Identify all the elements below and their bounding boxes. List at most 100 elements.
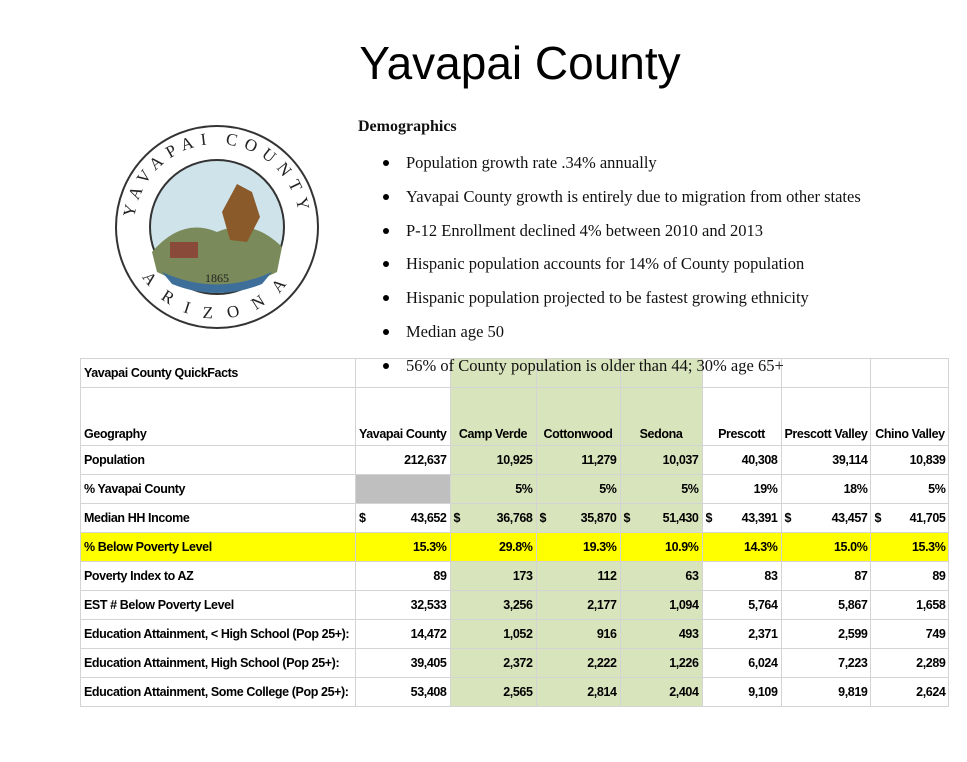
blank-cell — [535, 358, 621, 388]
row-label: Median HH Income — [80, 503, 356, 533]
cell-value: 916 — [596, 627, 617, 641]
empty-cell — [355, 474, 451, 504]
demographics: Demographics Population growth rate .34%… — [358, 118, 861, 391]
cell-value: 1,052 — [503, 627, 533, 641]
data-cell: $43,457 — [780, 503, 872, 533]
data-cell: $43,391 — [701, 503, 782, 533]
data-cell: 19% — [701, 474, 782, 504]
cell-value: 10.9% — [665, 540, 699, 554]
row-label: EST # Below Poverty Level — [80, 590, 356, 620]
cell-value: 51,430 — [662, 511, 699, 525]
cell-value: 10,839 — [909, 453, 946, 467]
currency-symbol: $ — [705, 511, 713, 525]
data-cell: 5,764 — [701, 590, 782, 620]
data-cell: 89 — [355, 561, 451, 591]
cell-value: 89 — [932, 569, 946, 583]
data-cell: 14,472 — [355, 619, 451, 649]
data-cell: 83 — [701, 561, 782, 591]
column-header: Yavapai County — [355, 387, 451, 446]
data-row: Median HH Income $43,652 $36,768 $35,870 $51… — [80, 503, 950, 533]
quickfacts-table: Yavapai County QuickFacts Geography Yavapa… — [80, 358, 950, 707]
cell-value: 2,372 — [503, 656, 533, 670]
cell-value: 19% — [753, 482, 778, 496]
cell-value: 14,472 — [410, 627, 447, 641]
row-label: Education Attainment, Some College (Pop … — [80, 677, 356, 707]
bullet: Yavapai County growth is entirely due to… — [358, 187, 861, 222]
bullet: Hispanic population accounts for 14% of … — [358, 255, 861, 289]
data-cell: 10,925 — [449, 445, 537, 475]
cell-value: 3,256 — [503, 598, 533, 612]
data-cell: 1,094 — [619, 590, 703, 620]
cell-value: 1,094 — [669, 598, 699, 612]
row-label: % Below Poverty Level — [80, 532, 356, 562]
data-row: Education Attainment, Some College (Pop … — [80, 677, 950, 707]
data-cell: 3,256 — [449, 590, 537, 620]
cell-value: 89 — [433, 569, 447, 583]
currency-symbol: $ — [453, 511, 461, 525]
column-header: Camp Verde — [449, 387, 537, 446]
data-cell: 5% — [870, 474, 950, 504]
data-row: % Below Poverty Level 15.3% 29.8% 19.3% 10.9… — [80, 532, 950, 562]
cell-value: 5% — [928, 482, 946, 496]
data-cell: 53,408 — [355, 677, 451, 707]
cell-value: 43,457 — [831, 511, 868, 525]
cell-value: 11,279 — [581, 453, 617, 467]
county-seal: YAVAPAI COUNTY ARIZONA 1865 — [115, 125, 319, 329]
data-cell: 14.3% — [701, 532, 782, 562]
cell-value: 43,391 — [741, 511, 778, 525]
blank-cell — [870, 358, 950, 388]
row-label: Education Attainment, High School (Pop 2… — [80, 648, 356, 678]
column-header: Sedona — [619, 387, 703, 446]
column-header: Prescott Valley — [780, 387, 872, 446]
data-cell: 39,114 — [780, 445, 872, 475]
data-row: % Yavapai County 5% 5% 5% 19% 18% 5% — [80, 474, 950, 504]
data-cell: 2,814 — [535, 677, 621, 707]
cell-value: 19.3% — [583, 540, 617, 554]
data-cell: 1,226 — [619, 648, 703, 678]
cell-value: 5% — [599, 482, 617, 496]
data-cell: 32,533 — [355, 590, 451, 620]
cell-value: 5% — [681, 482, 699, 496]
seal-year: 1865 — [205, 271, 229, 285]
data-cell: 29.8% — [449, 532, 537, 562]
cell-value: 10,037 — [662, 453, 699, 467]
data-cell: 2,599 — [780, 619, 872, 649]
data-row: Population 212,637 10,925 11,279 10,037 40,30… — [80, 445, 950, 475]
data-cell: $36,768 — [449, 503, 537, 533]
cell-value: 87 — [854, 569, 868, 583]
seal-ring — [115, 125, 319, 329]
cell-value: 9,819 — [838, 685, 868, 699]
cell-value: 15.3% — [413, 540, 447, 554]
data-cell: $51,430 — [619, 503, 703, 533]
data-row: Poverty Index to AZ 89 173 112 63 83 87 89 — [80, 561, 950, 591]
cell-value: 2,404 — [669, 685, 699, 699]
data-cell: 9,109 — [701, 677, 782, 707]
cell-value: 15.0% — [834, 540, 868, 554]
bullet: 56% of County population is older than 4… — [358, 356, 861, 391]
cell-value: 1,658 — [916, 598, 946, 612]
slide-title: Yavapai County — [359, 37, 681, 89]
data-cell: 5% — [449, 474, 537, 504]
data-cell: $41,705 — [870, 503, 950, 533]
cell-value: 36,768 — [496, 511, 533, 525]
header-row: Geography Yavapai County Camp Verde Cottonw… — [80, 387, 950, 446]
data-cell: 1,658 — [870, 590, 950, 620]
demographics-heading: Demographics — [358, 118, 457, 135]
data-cell: 112 — [535, 561, 621, 591]
row-label: % Yavapai County — [80, 474, 356, 504]
cell-value: 2,371 — [748, 627, 778, 641]
cell-value: 10,925 — [496, 453, 533, 467]
data-cell: 2,177 — [535, 590, 621, 620]
seal-house — [170, 242, 198, 258]
cell-value: 749 — [925, 627, 946, 641]
currency-symbol: $ — [874, 511, 882, 525]
currency-symbol: $ — [539, 511, 547, 525]
cell-value: 2,814 — [587, 685, 617, 699]
data-cell: 10,839 — [870, 445, 950, 475]
cell-value: 14.3% — [744, 540, 778, 554]
cell-value: 39,114 — [832, 453, 868, 467]
column-header: Cottonwood — [535, 387, 621, 446]
data-cell: 2,624 — [870, 677, 950, 707]
data-row: Education Attainment, High School (Pop 2… — [80, 648, 950, 678]
cell-value: 40,308 — [741, 453, 778, 467]
